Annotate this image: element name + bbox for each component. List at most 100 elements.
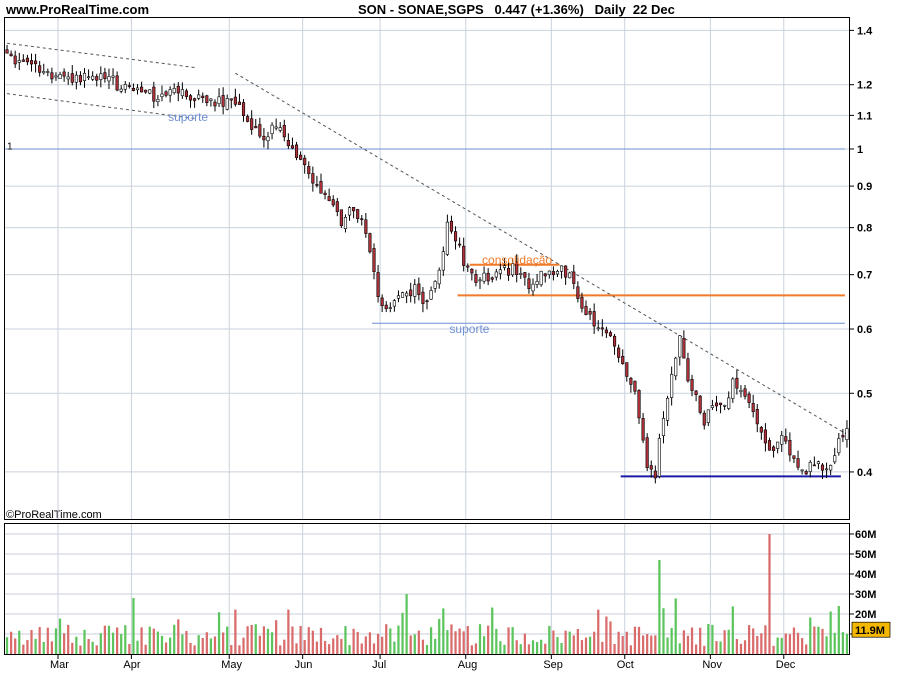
candle-body <box>396 295 401 299</box>
candle-body <box>474 274 478 283</box>
candle-body <box>617 347 621 358</box>
price-tick-label: 0.4 <box>857 467 873 479</box>
candle-body <box>543 273 547 277</box>
candle-body <box>763 429 767 444</box>
candle-body <box>515 261 519 275</box>
candle-body <box>829 464 833 471</box>
candle-body <box>698 395 702 413</box>
candle-body <box>380 297 384 307</box>
candle-body <box>584 306 588 316</box>
candle-body <box>674 357 678 377</box>
candle-body <box>266 136 270 142</box>
candle-body <box>527 278 531 289</box>
candle-body <box>368 233 372 253</box>
candle-body <box>837 438 841 454</box>
candle-body <box>759 427 763 433</box>
candle-body <box>278 127 282 131</box>
candle-body <box>127 85 131 87</box>
candle-body <box>229 98 233 101</box>
candle-body <box>494 271 498 278</box>
candle-body <box>9 53 13 56</box>
candle-body <box>747 393 751 403</box>
candle-body <box>119 88 123 92</box>
candle-body <box>217 96 221 105</box>
candle-body <box>237 101 242 105</box>
candle-body <box>409 289 413 297</box>
candle-body <box>38 65 42 73</box>
candle-body <box>250 118 254 130</box>
date-axis: Mar Apr May Jun Jul Aug Sep Oct Nov Dec <box>50 654 796 671</box>
candle-body <box>445 221 449 255</box>
candle-body <box>352 207 356 212</box>
downtrend <box>235 72 848 435</box>
channel-top <box>6 42 195 69</box>
candle-body <box>714 402 719 407</box>
candle-body <box>156 99 160 102</box>
candle-body <box>425 300 429 303</box>
candle-body <box>482 272 486 282</box>
candle-body <box>364 219 368 234</box>
candle-body <box>621 356 625 364</box>
candle-body <box>547 270 551 275</box>
candle-body <box>535 281 539 285</box>
candle-body <box>568 272 572 279</box>
annotation-label: 1 <box>7 141 13 152</box>
candle-body <box>511 263 515 276</box>
candle-body <box>111 75 115 78</box>
candle-body <box>433 281 437 289</box>
candle-body <box>335 201 339 212</box>
candle-body <box>54 75 58 78</box>
candle-body <box>184 90 189 97</box>
candle-body <box>140 86 144 93</box>
candle-body <box>62 71 66 77</box>
candle-body <box>225 98 229 110</box>
price-tick-label: 0.8 <box>857 223 872 235</box>
candle-body <box>641 418 645 441</box>
candle-body <box>592 311 596 327</box>
candle-body <box>180 89 184 97</box>
candle-body <box>735 377 739 389</box>
candle-body <box>274 126 278 129</box>
candle-body <box>78 75 82 83</box>
candle-body <box>339 209 343 226</box>
candle-body <box>315 184 319 186</box>
site-name[interactable]: www.ProRealTime.com <box>6 2 150 17</box>
candle-body <box>780 435 784 445</box>
candle-body <box>303 157 307 166</box>
candle-body <box>209 98 213 101</box>
candle-body <box>99 73 103 80</box>
candle-body <box>670 373 674 398</box>
candle-body <box>820 464 825 471</box>
candle-body <box>462 245 466 266</box>
candle-body <box>327 196 331 201</box>
candle-body <box>682 338 686 359</box>
candle-body <box>686 358 690 382</box>
candle-body <box>731 378 735 399</box>
candle-body <box>466 265 470 268</box>
candle-body <box>299 154 303 160</box>
drawn-lines <box>5 42 848 478</box>
date-tick-label: Dec <box>776 659 796 671</box>
candle-body <box>148 89 152 94</box>
candle-body <box>690 379 694 391</box>
price-tick-label: 1.4 <box>857 25 873 37</box>
candle-body <box>723 404 727 407</box>
candle-body <box>657 438 661 477</box>
candle-body <box>25 57 29 63</box>
candle-body <box>523 272 527 278</box>
candle-body <box>376 272 380 297</box>
candle-body <box>13 55 17 65</box>
candle-body <box>629 377 633 385</box>
annotation-label: suporte <box>168 110 208 124</box>
candle-body <box>751 403 755 413</box>
candle-body <box>767 440 772 451</box>
candle-body <box>160 93 164 98</box>
candle-body <box>233 96 237 105</box>
candle-body <box>413 284 417 297</box>
candle-body <box>131 87 135 91</box>
candle-body <box>213 101 217 107</box>
candle-body <box>612 335 617 347</box>
candle-body <box>755 409 759 425</box>
candle-body <box>176 85 180 94</box>
